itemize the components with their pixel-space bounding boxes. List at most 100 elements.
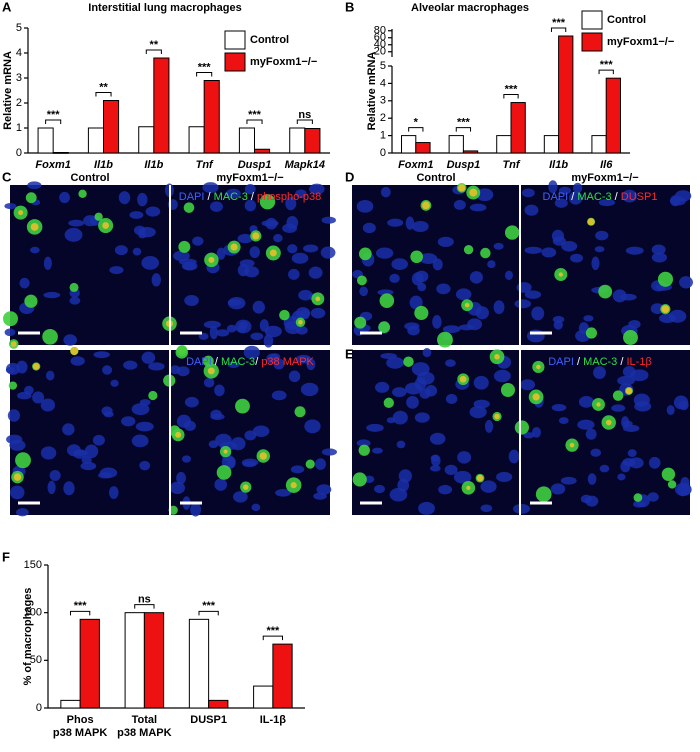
nucleus <box>359 286 368 297</box>
nucleus <box>70 356 85 366</box>
bar <box>103 100 120 154</box>
nucleus <box>415 270 429 283</box>
nucleus <box>275 488 292 497</box>
macrophage <box>15 452 31 469</box>
macrophage <box>42 328 58 345</box>
stain-spot <box>315 296 321 302</box>
nucleus <box>356 439 371 447</box>
nucleus <box>651 244 666 255</box>
stain-spot <box>569 442 575 448</box>
nucleus <box>406 396 419 409</box>
nucleus <box>493 369 511 383</box>
nucleus <box>396 440 406 449</box>
macrophage <box>202 355 214 367</box>
stain-part: IL-1β <box>626 356 651 368</box>
bar <box>188 618 210 709</box>
nucleus <box>625 246 644 255</box>
nucleus <box>203 377 215 388</box>
x-tick-label: Dusp1 <box>238 159 272 171</box>
nucleus <box>658 313 676 323</box>
stain-spot <box>469 188 478 197</box>
nucleus <box>176 471 186 485</box>
nucleus <box>551 229 565 243</box>
nucleus <box>261 220 279 227</box>
nucleus <box>453 470 472 484</box>
bar <box>415 142 431 154</box>
nucleus <box>81 455 92 465</box>
nucleus <box>320 246 336 259</box>
nucleus <box>295 189 307 199</box>
macrophage <box>358 444 370 456</box>
nucleus <box>32 391 45 404</box>
stain-spot <box>290 482 297 489</box>
nucleus <box>63 481 75 496</box>
x-tick-label: Il1b <box>94 159 113 171</box>
macrophage <box>259 194 276 210</box>
nucleus <box>80 461 97 471</box>
stain-part: DAPI <box>179 191 205 203</box>
macrophage <box>354 316 367 329</box>
nucleus <box>493 300 505 315</box>
nucleus <box>63 334 78 346</box>
x-tick-label: Il1b <box>144 159 163 171</box>
nucleus <box>561 240 578 252</box>
macrophage <box>25 192 37 204</box>
nucleus <box>313 492 327 500</box>
nucleus <box>453 199 466 210</box>
bar <box>496 135 512 154</box>
nucleus <box>480 480 497 493</box>
nucleus <box>374 484 386 494</box>
bar <box>60 699 81 709</box>
nucleus <box>151 273 161 287</box>
nucleus <box>288 370 301 383</box>
nucleus <box>432 258 443 271</box>
nucleus <box>209 201 223 212</box>
nucleus <box>404 382 423 395</box>
macrophage <box>514 420 529 435</box>
nucleus <box>184 294 199 307</box>
nucleus <box>508 449 520 464</box>
y-axis-label: % of macrophages <box>22 588 34 686</box>
nucleus <box>419 388 431 399</box>
nucleus <box>203 320 221 329</box>
nucleus <box>476 188 494 202</box>
stain-spot <box>298 319 303 325</box>
bar <box>462 150 479 154</box>
stain-spot <box>464 302 470 308</box>
nucleus <box>250 332 264 341</box>
stain-part: DAPI <box>543 191 569 203</box>
macrophage <box>235 398 250 414</box>
bar <box>138 126 155 154</box>
nucleus <box>475 306 489 320</box>
nucleus <box>553 320 563 330</box>
significance-bracket <box>196 72 213 77</box>
macrophage <box>94 212 103 221</box>
stain-part: / <box>617 356 626 368</box>
nucleus <box>469 203 487 212</box>
nucleus <box>225 188 241 199</box>
bar <box>558 35 574 154</box>
stain-spot <box>13 473 22 481</box>
nucleus <box>68 219 85 227</box>
legend-label: myFoxm1−/− <box>250 56 317 68</box>
nucleus <box>92 434 105 446</box>
stain-spot <box>18 210 24 216</box>
macrophage <box>378 321 391 333</box>
y-tick-label: 3 <box>16 72 22 84</box>
nucleus <box>145 206 161 217</box>
nucleus <box>380 186 391 198</box>
nucleus <box>202 182 219 193</box>
nucleus <box>252 425 270 437</box>
nucleus <box>64 227 83 242</box>
nucleus <box>432 314 442 329</box>
nucleus <box>316 484 332 495</box>
x-tick-label: DUSP1 <box>190 714 227 726</box>
nucleus <box>480 504 493 512</box>
nucleus <box>290 465 305 474</box>
nucleus <box>380 353 397 360</box>
nucleus <box>570 253 584 263</box>
stain-spot <box>476 474 484 482</box>
bar <box>510 102 526 154</box>
macrophage <box>667 480 677 489</box>
